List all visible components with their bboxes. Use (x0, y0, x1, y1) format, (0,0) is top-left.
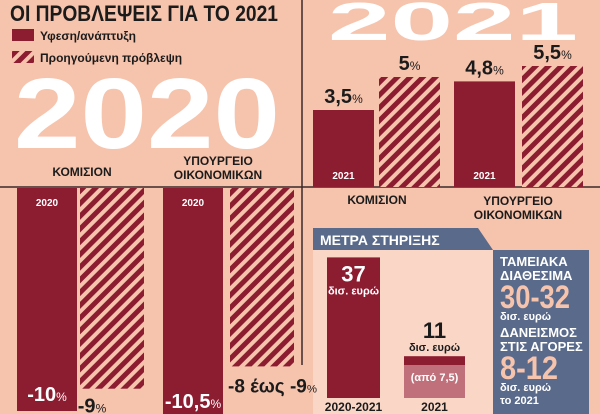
cash-value: 30-32 (500, 279, 570, 315)
value-label-previous-2020-1: -8 έως -9% (228, 376, 317, 397)
side-panel (493, 250, 589, 414)
support-header (313, 228, 493, 250)
support-sub-bar (404, 365, 465, 398)
value-label-current-2021-1: 4,8% (465, 57, 504, 79)
borrow-title-line1: ΔΑΝΕΙΣΜΟΣ (500, 325, 577, 340)
category-label-ministry-2021-line1: ΥΠΟΥΡΓΕΙΟ (483, 194, 553, 208)
support-title: ΜΕΤΡΑ ΣΤΗΡΙΞΗΣ (320, 232, 440, 248)
support-sub-label: (από 7,5) (411, 372, 459, 384)
support-bar-0 (327, 257, 380, 398)
legend-label-solid: Υφεση/ανάπτυξη (40, 29, 136, 43)
bar-year-label: 2020 (36, 198, 59, 209)
borrow-value: 8-12 (500, 350, 558, 386)
bar-current-2021-0 (313, 110, 374, 187)
bar-year-label: 2021 (332, 171, 355, 182)
cash-unit: δισ. ευρώ (500, 311, 551, 323)
bar-current-2020-1 (163, 188, 223, 414)
legend-swatch-hatched (12, 51, 34, 63)
bar-current-2021-1 (454, 81, 515, 187)
support-value-label-0: 37 (341, 261, 365, 286)
bar-previous-2020-1 (230, 188, 294, 367)
backdrop-year-2020: 2020 (14, 58, 280, 170)
category-label-commission-2020: ΚΟΜΙΣΙΟΝ (52, 165, 111, 179)
category-label-ministry-2020-line2: ΟΙΚΟΝΟΜΙΚΩΝ (174, 168, 262, 182)
bar-previous-2021-1 (522, 66, 583, 187)
backdrop-year-2021: 2021 (328, 0, 578, 52)
borrow-title-line2: ΣΤΙΣ ΑΓΟΡΕΣ (500, 339, 583, 354)
value-label-previous-2020-0: -9% (78, 396, 107, 414)
category-label-ministry-2021-line2: ΟΙΚΟΝΟΜΙΚΩΝ (474, 208, 562, 222)
value-label-previous-2021-1: 5,5% (533, 42, 572, 64)
cash-title-line1: ΤΑΜΕΙΑΚΑ (500, 254, 568, 269)
value-label-current-2020-0: -10% (27, 384, 67, 406)
bar-year-label: 2021 (473, 171, 496, 182)
support-value-label-1: 11 (423, 318, 446, 343)
support-category-label-1: 2021 (421, 400, 448, 414)
bar-current-2020-0 (17, 188, 77, 411)
category-label-commission-2021: ΚΟΜΙΣΙΟΝ (347, 193, 406, 207)
bar-previous-2021-0 (379, 77, 440, 187)
category-label-ministry-2020-line1: ΥΠΟΥΡΓΕΙΟ (183, 154, 253, 168)
page-title: ΟΙ ΠΡΟΒΛΕΨΕΙΣ ΓΙΑ ΤΟ 2021 (10, 1, 278, 26)
support-unit-label-0: δισ. ευρώ (328, 285, 379, 297)
legend-label-hatched: Προηγούμενη πρόβλεψη (40, 51, 182, 65)
legend-swatch-solid (12, 29, 34, 41)
cash-title-line2: ΔΙΑΘΕΣΙΜΑ (500, 268, 573, 283)
value-label-current-2021-0: 3,5% (324, 86, 363, 108)
value-label-current-2020-1: -10,5% (165, 391, 222, 413)
borrow-unit: δισ. ευρώ (500, 382, 551, 394)
value-label-previous-2021-0: 5% (399, 53, 421, 75)
support-unit-label-1: δισ. ευρώ (409, 342, 460, 354)
support-category-label-0: 2020-2021 (325, 400, 383, 414)
bar-previous-2020-0 (80, 188, 144, 389)
bar-year-label: 2020 (182, 198, 205, 209)
borrow-note: το 2021 (500, 395, 539, 407)
